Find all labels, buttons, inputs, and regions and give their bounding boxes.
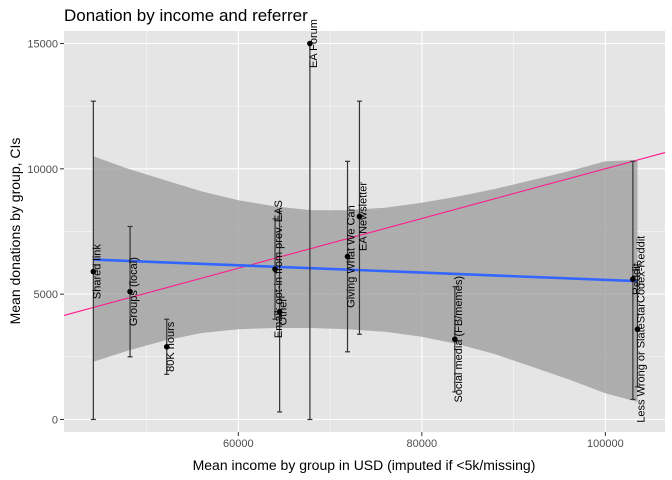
point-label: Giving What We Can — [346, 205, 358, 308]
reference-line — [63, 152, 666, 316]
point-label: Shared link — [91, 244, 103, 300]
point-label: Less Wrong or SlateStarCodex-Reddit — [635, 236, 647, 423]
data-point — [307, 40, 313, 47]
x-tick-label: 80000 — [407, 438, 438, 450]
y-tick-label: 0 — [52, 414, 58, 426]
x-tick-label: 60000 — [223, 438, 254, 450]
y-axis: 0 5000 10000 15000 — [27, 39, 64, 426]
x-tick-label: 100000 — [587, 438, 624, 450]
point-labels: Shared link Groups (local) 80K hours Email;… — [91, 19, 647, 423]
y-tick-label: 5000 — [34, 289, 58, 301]
point-label: Other — [278, 298, 290, 326]
point-label: Email; opt-in from prev. EAS — [273, 200, 285, 338]
fit-line-path — [93, 258, 638, 283]
data-points — [90, 40, 641, 350]
data-point — [272, 266, 278, 272]
point-label: EA Forum — [308, 19, 320, 68]
data-point — [634, 326, 641, 333]
x-axis: 60000 80000 100000 — [223, 432, 624, 450]
point-label: Social media (FB/memes) — [453, 276, 465, 403]
point-label: 80K hours — [165, 321, 177, 372]
data-point — [630, 276, 636, 282]
y-tick-label: 10000 — [27, 164, 58, 176]
data-point — [276, 308, 283, 315]
y-axis-title: Mean donations by group, CIs — [7, 138, 23, 325]
confidence-band — [93, 156, 638, 402]
fit-line — [93, 258, 638, 283]
chart-title: Donation by income and referrer — [64, 6, 308, 25]
data-point — [163, 343, 170, 350]
data-point — [356, 213, 363, 220]
data-point — [127, 288, 133, 295]
point-label: Groups (local) — [128, 257, 140, 326]
data-point — [452, 336, 458, 343]
confidence-band-area — [93, 156, 638, 402]
y-tick-label: 15000 — [27, 39, 58, 51]
data-point — [90, 268, 97, 275]
x-axis-title: Mean income by group in USD (imputed if … — [193, 457, 536, 473]
point-label: Reddit — [631, 263, 643, 295]
data-point — [344, 253, 351, 260]
point-label: EA Newsletter — [357, 182, 369, 251]
reference-line-path — [63, 152, 666, 316]
